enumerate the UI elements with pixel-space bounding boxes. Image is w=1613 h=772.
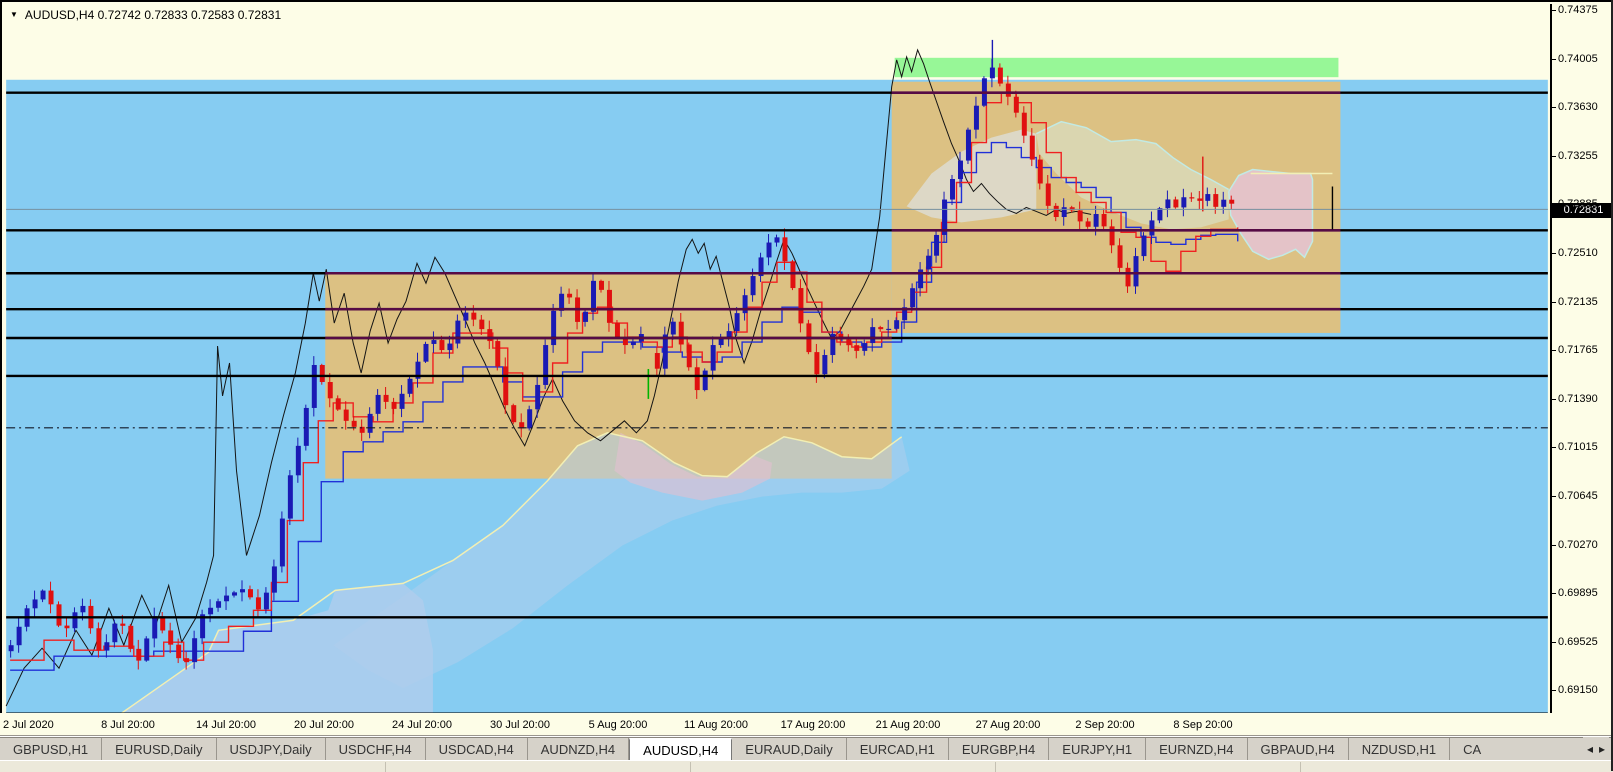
tab-item-eurusd-daily[interactable]: EURUSD,Daily (102, 738, 217, 761)
time-axis-label: 11 Aug 20:00 (683, 719, 749, 731)
tenkan-line (10, 92, 1239, 661)
tab-item-gbpusd-h1[interactable]: GBPUSD,H1 (0, 738, 103, 761)
time-axis-label: 2 Jul 2020 (3, 719, 54, 731)
tab-item-gbpaud-h4[interactable]: GBPAUD,H4 (1248, 738, 1349, 761)
price-axis-label: 0.72135 (1558, 295, 1598, 308)
status-strip-divider (1300, 762, 1301, 772)
chart-canvas[interactable] (4, 4, 1550, 721)
time-axis-label: 20 Jul 20:00 (294, 719, 354, 731)
price-axis-tick (1552, 301, 1556, 303)
cloud-edge-line (1227, 168, 1314, 261)
price-axis-tick (1552, 544, 1556, 546)
time-axis[interactable]: 2 Jul 2020 8 Jul 20:00 14 Jul 20:00 20 Jul … (0, 713, 1611, 735)
price-axis-tick (1552, 447, 1556, 449)
time-axis-label: 24 Jul 20:00 (392, 719, 452, 731)
kumo-diagonal-band (333, 432, 910, 689)
time-axis-label: 5 Aug 20:00 (588, 719, 648, 731)
time-axis-label: 21 Aug 20:00 (875, 719, 941, 731)
kumo-bottom-left (121, 583, 433, 714)
kijun-line (10, 141, 1239, 671)
price-axis-tick (1552, 690, 1556, 692)
cloud-edge-line (1035, 120, 1230, 191)
price-axis-label: 0.70270 (1558, 538, 1598, 551)
tab-item-ca[interactable]: CA (1463, 742, 1482, 757)
price-axis-label: 0.69895 (1558, 587, 1598, 600)
price-axis-tick (1552, 10, 1556, 11)
price-axis-label: 0.71390 (1558, 392, 1598, 405)
price-axis-tick (1552, 204, 1556, 206)
tab-item-eurgbp-h4[interactable]: EURGBP,H4 (949, 738, 1050, 761)
resistance-zone-green (894, 57, 1339, 78)
status-strip (0, 760, 1611, 772)
tab-item-audusd-h4[interactable]: AUDUSD,H4 (629, 738, 733, 761)
time-axis-label: 30 Jul 20:00 (490, 719, 550, 731)
status-strip-divider (995, 762, 996, 772)
price-axis-label: 0.72510 (1558, 247, 1598, 259)
tab-item-usdjpy-daily[interactable]: USDJPY,Daily (217, 738, 326, 761)
price-axis-tick (1552, 593, 1556, 595)
dark-overlay-line (5, 48, 1092, 707)
price-axis-tick (1552, 350, 1556, 352)
price-axis-label: 0.70645 (1558, 490, 1598, 502)
price-axis-label: 0.71765 (1558, 344, 1598, 357)
price-axis-label: 0.69150 (1558, 684, 1598, 697)
price-axis-label: 0.73630 (1558, 101, 1598, 114)
tab-item-usdchf-h4[interactable]: USDCHF,H4 (326, 738, 426, 761)
price-axis-tick (1552, 155, 1556, 157)
kumo-green-gray (1036, 121, 1229, 230)
tab-item-euraud-daily[interactable]: EURAUD,Daily (732, 738, 847, 761)
time-axis-label: 8 Sep 20:00 (1173, 719, 1233, 731)
price-axis-tick (1552, 253, 1556, 254)
price-axis-tick (1552, 641, 1556, 643)
time-axis-label: 14 Jul 20:00 (196, 719, 256, 731)
current-price-tag: 0.72831 (1552, 203, 1613, 218)
tab-item-nzdusd-h1[interactable]: NZDUSD,H1 (1349, 738, 1451, 761)
chart-title: ▼ AUDUSD,H4 0.72742 0.72833 0.72583 0.72… (10, 8, 281, 22)
chart-window[interactable]: ▼ AUDUSD,H4 0.72742 0.72833 0.72583 0.72… (0, 0, 1613, 721)
price-axis-label: 0.69525 (1558, 635, 1598, 648)
price-axis-tick (1552, 496, 1556, 497)
time-axis-label: 8 Jul 20:00 (101, 719, 155, 731)
price-axis-tick (1552, 58, 1556, 60)
status-strip-divider (690, 762, 691, 772)
ohlc-readout: AUDUSD,H4 0.72742 0.72833 0.72583 0.7283… (24, 8, 282, 22)
price-axis-tick (1552, 398, 1556, 400)
time-axis-label: 2 Sep 20:00 (1075, 719, 1135, 731)
time-axis-label: 17 Aug 20:00 (780, 719, 846, 731)
tab-scroll-arrows[interactable]: ◂ ▸ (1582, 737, 1609, 760)
price-axis-label: 0.71015 (1558, 441, 1598, 454)
cloud-edge-line (121, 432, 903, 714)
window-right-border (1611, 0, 1613, 771)
tab-scroll-right-button[interactable]: ▸ (1598, 741, 1605, 756)
price-axis-label: 0.74005 (1558, 52, 1598, 65)
tab-item-eurcad-h1[interactable]: EURCAD,H1 (847, 738, 949, 761)
tab-item-usdcad-h4[interactable]: USDCAD,H4 (426, 738, 528, 761)
kumo-future-pink (1228, 169, 1313, 260)
tab-item-eurnzd-h4[interactable]: EURNZD,H4 (1146, 738, 1248, 761)
price-axis-label: 0.74375 (1558, 4, 1598, 16)
tab-item-audnzd-h4[interactable]: AUDNZD,H4 (528, 738, 630, 761)
kumo-pink-patch (614, 432, 773, 501)
tab-scroll-left-button[interactable]: ◂ (1586, 741, 1593, 756)
status-strip-divider (385, 762, 386, 772)
chart-tab-bar[interactable]: GBPUSD,H1 EURUSD,Daily USDJPY,Daily USDCHF,… (0, 737, 1611, 761)
tab-separator (0, 735, 1611, 738)
candlestick-layer (8, 58, 1235, 670)
time-axis-label: 27 Aug 20:00 (975, 719, 1041, 731)
price-axis-tick (1552, 107, 1556, 109)
price-axis-label: 0.72885 (1558, 198, 1598, 211)
down-triangle-icon: ▼ (10, 10, 18, 19)
price-axis-label: 0.73255 (1558, 149, 1598, 162)
price-axis[interactable]: 0.72831 0.74375 0.74005 0.73630 0.73255 0.72… (1550, 4, 1613, 715)
tab-item-eurjpy-h1[interactable]: EURJPY,H1 (1049, 738, 1147, 761)
